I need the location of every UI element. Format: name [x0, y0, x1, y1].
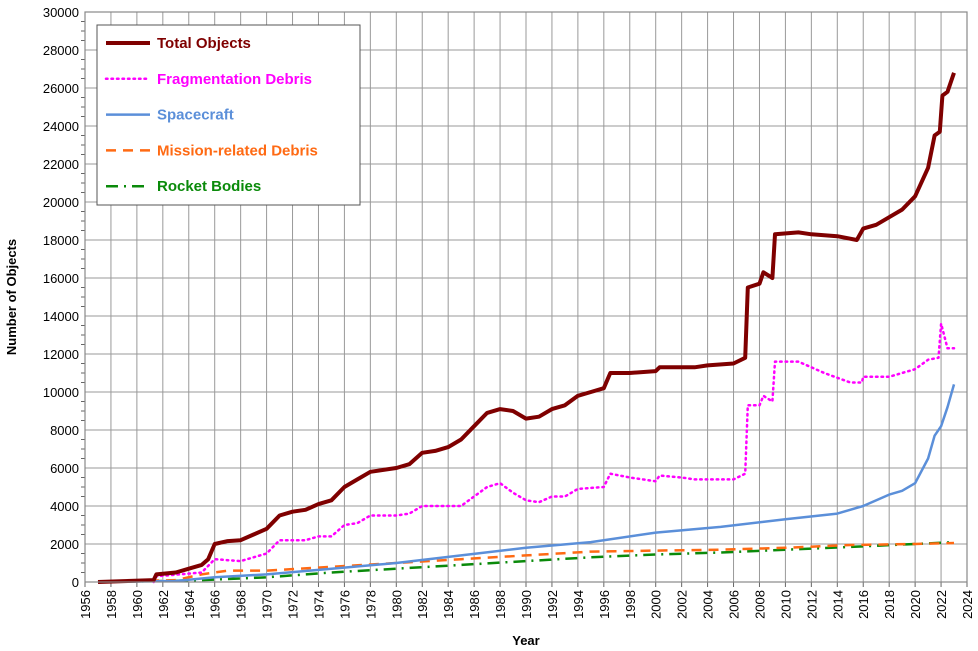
x-tick-label: 1992 — [545, 590, 560, 619]
x-tick-label: 2000 — [649, 590, 664, 619]
y-tick-label: 4000 — [50, 499, 79, 514]
x-tick-label: 1972 — [286, 590, 301, 619]
y-tick-label: 18000 — [43, 233, 79, 248]
y-tick-label: 2000 — [50, 537, 79, 552]
series-line-rocket-bodies — [97, 540, 955, 584]
plot-frame — [84, 11, 968, 583]
y-tick-label: 24000 — [43, 119, 79, 134]
y-tick-label: 30000 — [43, 5, 79, 20]
x-tick-label: 1970 — [260, 590, 275, 619]
x-tick-label: 2014 — [830, 590, 845, 619]
y-tick-label: 22000 — [43, 157, 79, 172]
series-line-mission-related-debris — [97, 541, 955, 584]
legend-label: Spacecraft — [157, 107, 234, 124]
x-axis-label: Year — [512, 633, 539, 648]
x-tick-label: 2022 — [934, 590, 949, 619]
x-tick-label: 1980 — [389, 590, 404, 619]
y-tick-label: 10000 — [43, 385, 79, 400]
x-tick-label: 2002 — [675, 590, 690, 619]
x-tick-label: 2016 — [856, 590, 871, 619]
x-tick-label: 1968 — [234, 590, 249, 619]
x-tick-label: 1956 — [78, 590, 93, 619]
x-tick-label: 2018 — [882, 590, 897, 619]
x-tick-label: 1962 — [156, 590, 171, 619]
y-tick-label: 16000 — [43, 271, 79, 286]
x-tick-label: 2010 — [778, 590, 793, 619]
series-lines — [97, 72, 956, 584]
legend-label: Mission-related Debris — [157, 142, 318, 159]
x-tick-label: 1984 — [441, 590, 456, 619]
x-tick-label: 2008 — [752, 590, 767, 619]
x-tick-label: 1988 — [493, 590, 508, 619]
x-tick-label: 1978 — [363, 590, 378, 619]
y-tick-label: 6000 — [50, 461, 79, 476]
y-tick-label: 8000 — [50, 423, 79, 438]
y-tick-label: 12000 — [43, 347, 79, 362]
x-tick-label: 1974 — [311, 590, 326, 619]
x-tick-label: 1958 — [104, 590, 119, 619]
x-tick-label: 1994 — [571, 590, 586, 619]
x-tick-label: 1998 — [623, 590, 638, 619]
y-axis-ticks: 0 2000 4000 6000 8000 10000 12000 14000 16000 180… — [43, 5, 85, 590]
x-tick-label: 2012 — [804, 590, 819, 619]
x-tick-label: 1982 — [415, 590, 430, 619]
x-tick-label: 2020 — [908, 590, 923, 619]
y-tick-label: 14000 — [43, 309, 79, 324]
series-line-spacecraft — [97, 384, 956, 584]
x-tick-label: 1990 — [519, 590, 534, 619]
x-tick-label: 1964 — [182, 590, 197, 619]
series-line-fragmentation-debris — [152, 322, 956, 584]
x-tick-label: 2006 — [727, 590, 742, 619]
x-tick-label: 1976 — [337, 590, 352, 619]
legend-label: Rocket Bodies — [157, 178, 261, 195]
x-tick-label: 2024 — [960, 590, 975, 619]
x-tick-label: 1966 — [208, 590, 223, 619]
y-axis-label: Number of Objects — [4, 239, 19, 355]
legend-label: Fragmentation Debris — [157, 71, 312, 88]
x-tick-label: 1996 — [597, 590, 612, 619]
y-tick-label: 26000 — [43, 81, 79, 96]
series-line-total-objects — [97, 72, 956, 584]
y-tick-label: 20000 — [43, 195, 79, 210]
legend-label: Total Objects — [157, 35, 251, 52]
legend: Total Objects Fragmentation Debris Spacecr… — [96, 24, 361, 206]
x-axis-ticks: 1956 1958 1960 1962 1964 1966 1968 1970 1972 1974… — [78, 582, 975, 619]
x-tick-label: 1986 — [467, 590, 482, 619]
x-tick-label: 1960 — [130, 590, 145, 619]
y-tick-label: 28000 — [43, 43, 79, 58]
y-tick-label: 0 — [72, 575, 79, 590]
x-tick-label: 2004 — [701, 590, 716, 619]
